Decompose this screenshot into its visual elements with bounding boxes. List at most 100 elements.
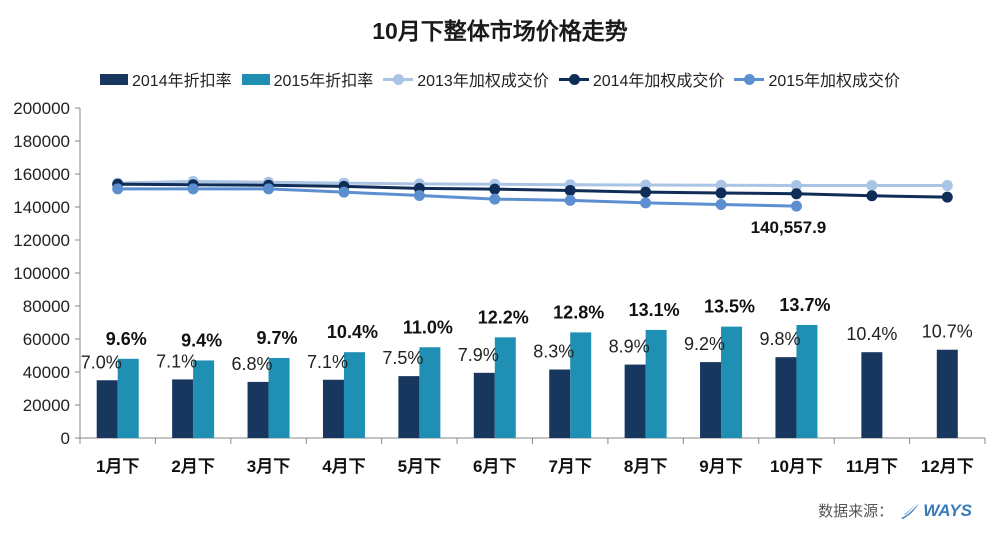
legend-item-2014-price: 2014年加权成交价 [558,67,725,91]
line-2013-price-point [790,180,802,192]
data-label-2015-discount: 9.4% [181,330,222,350]
line-2015-price-point [715,199,727,211]
bar-2014-discount [700,362,722,438]
y-tick-label: 160000 [13,165,70,184]
line-2014-price-point [564,185,576,196]
x-tick-label: 12月下 [921,457,974,476]
data-label-2014-discount: 6.8% [232,354,273,374]
source-label: 数据来源： [818,503,894,520]
y-tick-label: 200000 [13,99,70,118]
bar-2015-discount [193,360,215,438]
bar-2014-discount [775,357,797,438]
x-tick-label: 3月下 [247,457,290,476]
y-tick-label: 120000 [13,231,70,250]
line-2014-price-point [640,186,652,198]
y-tick-label: 60000 [23,330,70,349]
line-2015-price [117,187,797,208]
line-2015-price-point [489,193,501,205]
legend-item-2013-price: 2013年加权成交价 [383,67,549,91]
bar-2014-discount [936,349,958,438]
data-label-2015-discount: 9.7% [257,328,298,348]
y-tick-label: 100000 [13,264,70,283]
bar-2014-discount [172,379,194,438]
line-2014-price-point [866,190,878,202]
y-tick-label: 40000 [23,363,70,382]
data-label-2015-discount: 10.4% [327,322,378,342]
x-tick-label: 8月下 [624,457,667,476]
line-2015-price-point [790,200,802,212]
bar-2014-discount [247,381,269,438]
data-label-2014-discount: 10.7% [922,322,973,342]
legend-swatch-2015-price [734,73,765,85]
legend-swatch-2014-discount [100,73,128,85]
data-label-2014-discount: 7.5% [382,348,423,368]
line-2015-price-point [263,183,275,195]
bar-2014-discount [624,364,646,438]
data-label-2015-discount: 13.7% [779,295,830,315]
line-2014-price-point [941,191,953,203]
line-2015-price-point [413,189,425,201]
bar-2014-discount [96,380,118,438]
line-2015-price-point [338,186,350,198]
ways-logo: WAYS [899,501,972,521]
legend-label-2015-discount: 2015年折扣率 [273,73,374,90]
line-2013-price-point [866,180,878,192]
data-label-2014-discount: 9.2% [684,334,725,354]
x-tick-label: 9月下 [699,457,742,476]
bar-2015-discount [721,326,743,438]
bar-2014-discount [861,352,883,438]
y-tick-label: 0 [61,429,70,448]
line-2015-price-point [640,197,652,209]
ways-logo-icon [901,502,920,519]
x-tick-label: 5月下 [398,457,441,476]
legend-swatch-2015-discount [241,73,270,85]
legend-label-2014-price: 2014年加权成交价 [592,73,725,90]
legend-item-2015-price: 2015年加权成交价 [734,67,900,91]
legend-swatch-2014-price [558,73,589,85]
x-tick-label: 11月下 [846,457,898,476]
bar-2014-discount [549,369,571,438]
line-2015-price-point [112,183,124,195]
legend-label-2015-price: 2015年加权成交价 [768,73,901,90]
bar-2015-discount [796,324,818,438]
data-label-2015-discount: 13.5% [704,297,755,317]
data-label-2015-discount: 11.0% [403,317,453,337]
legend-label-2013-price: 2013年加权成交价 [417,73,549,90]
data-label-2014-discount: 7.9% [458,345,499,365]
line-2013-price [117,179,948,188]
bar-2015-discount [268,357,290,438]
legend-item-2014-discount: 2014年折扣率 [100,67,232,91]
x-tick-label: 4月下 [322,457,365,476]
chart-title: 10月下整体市场价格走势 [372,18,628,44]
x-tick-label: 2月下 [171,457,214,476]
price-annotation: 140,557.9 [751,218,827,237]
legend-swatch-2013-price [383,73,414,85]
bar-2015-discount [419,347,441,438]
data-label-2014-discount: 8.9% [609,337,650,357]
legend-item-2015-discount: 2015年折扣率 [241,67,374,91]
line-2015-price-point [187,183,199,195]
bar-2015-discount [570,332,592,438]
x-tick-label: 10月下 [770,457,823,476]
x-tick-label: 7月下 [548,457,591,476]
line-2014-price-point [489,183,501,195]
bar-2014-discount [473,372,495,438]
bar-2014-discount [322,379,344,438]
y-tick-label: 180000 [13,132,70,151]
y-tick-label: 20000 [23,396,70,415]
data-label-2014-discount: 7.1% [156,351,197,371]
data-label-2015-discount: 9.6% [106,329,147,349]
line-2013-price-point [715,179,727,191]
ways-logo-text: WAYS [923,500,972,520]
data-label-2014-discount: 7.0% [81,352,122,372]
bar-2015-discount [645,329,667,438]
data-source: 数据来源： WAYS [818,500,972,521]
bar-2014-discount [398,376,420,438]
data-label-2015-discount: 13.1% [629,300,680,320]
line-2014-price-point [715,187,727,199]
legend: 2014年折扣率 2015年折扣率 2013年加权成交价 2014年加权成交价 … [100,68,910,90]
y-tick-label: 80000 [23,297,70,316]
bar-2015-discount [343,352,365,438]
y-tick-label: 140000 [13,198,70,217]
